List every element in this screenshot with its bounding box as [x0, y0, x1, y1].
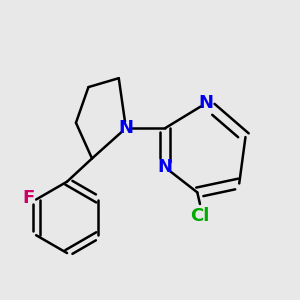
Text: Cl: Cl: [190, 207, 210, 225]
Text: N: N: [158, 158, 173, 176]
Text: N: N: [118, 119, 134, 137]
Text: N: N: [199, 94, 214, 112]
Text: F: F: [22, 189, 34, 207]
